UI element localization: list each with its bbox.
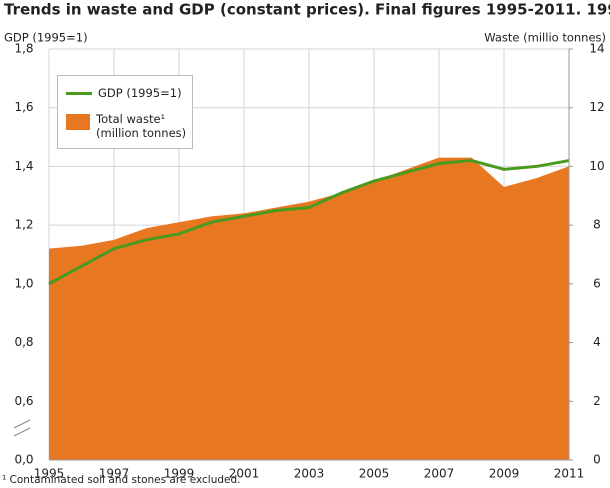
x-tick-label: 2007: [424, 467, 455, 481]
x-tick-label: 2011: [554, 467, 585, 481]
legend-swatch: [66, 92, 92, 95]
chart-title: Trends in waste and GDP (constant prices…: [4, 1, 610, 19]
y-tick-label: 1,0: [14, 276, 33, 290]
legend: GDP (1995=1) Total waste¹ (million tonnes…: [57, 75, 193, 149]
y2-tick-label: 10: [589, 159, 604, 173]
y2-tick-label: 4: [593, 335, 601, 349]
y-tick-label: 0,0: [14, 453, 33, 467]
footnote: ¹ Contaminated soil and stones are exclu…: [2, 474, 241, 486]
line: [48, 159, 570, 286]
y-tick-label: 1,8: [14, 42, 33, 56]
x-tick-label: 1999: [164, 467, 195, 481]
y2-axis-label: Waste (millio tonnes): [484, 31, 606, 45]
legend-item: Total waste¹ (million tonnes): [66, 112, 188, 140]
y2-tick-label: 6: [593, 276, 601, 290]
y-tick-label: 1,4: [14, 159, 33, 173]
x-tick-label: 2001: [229, 467, 260, 481]
y2-tick-label: 14: [589, 42, 604, 56]
legend-label: GDP (1995=1): [98, 86, 182, 100]
x-tick-label: 2009: [489, 467, 520, 481]
x-tick-label: 1997: [99, 467, 130, 481]
y2-tick-label: 2: [593, 394, 601, 408]
y-tick-label: 1,6: [14, 100, 33, 114]
x-tick-label: 1995: [34, 467, 65, 481]
x-tick-label: 2003: [294, 467, 325, 481]
y2-tick-label: 0: [593, 453, 601, 467]
series: [48, 157, 570, 460]
axis-break: [13, 419, 31, 429]
y-tick-label: 1,2: [14, 218, 33, 232]
y-tick-label: 0,8: [14, 335, 33, 349]
y-axis-label: GDP (1995=1): [4, 31, 88, 45]
y-tick-label: 0,6: [14, 394, 33, 408]
x-tick-label: 2005: [359, 467, 390, 481]
legend-swatch: [66, 114, 90, 130]
y2-tick-label: 12: [589, 100, 604, 114]
legend-item: GDP (1995=1): [66, 86, 190, 100]
axis-break: [13, 427, 31, 437]
area: [49, 157, 569, 460]
legend-label: Total waste¹ (million tonnes): [96, 112, 187, 140]
y2-tick-label: 8: [593, 218, 601, 232]
